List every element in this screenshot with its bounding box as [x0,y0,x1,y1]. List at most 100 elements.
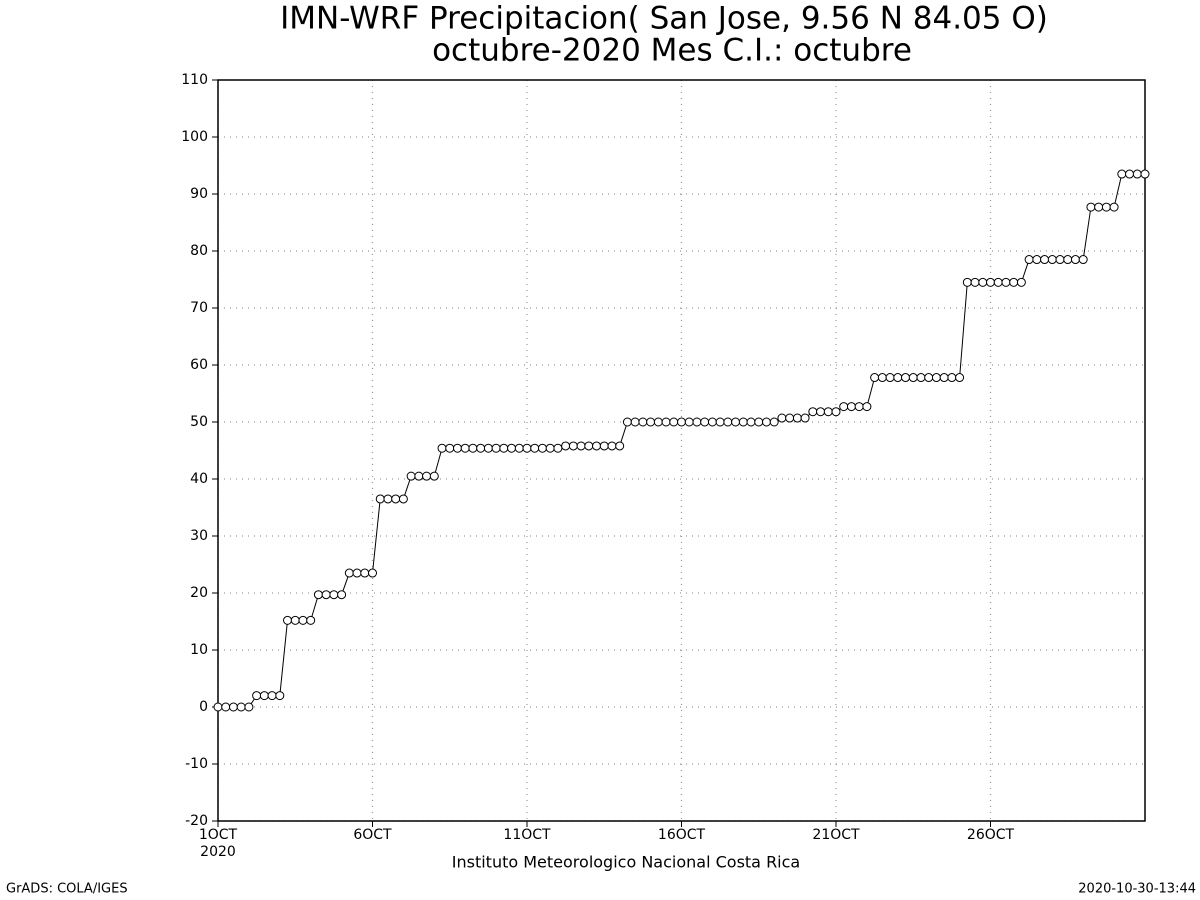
y-tick-label: 80 [190,243,208,259]
marker [715,417,725,427]
marker [924,373,934,383]
marker [777,413,787,423]
footer-right: 2020-10-30-13:44 [1078,882,1196,897]
marker [236,702,246,712]
marker [568,441,578,451]
marker [607,441,617,451]
marker [731,417,741,427]
marker [808,407,818,417]
marker [754,417,764,427]
marker [1125,169,1135,179]
marker [1032,255,1042,265]
marker [646,417,656,427]
marker [406,471,416,481]
marker [514,443,524,453]
marker [476,443,486,453]
marker [553,443,563,453]
marker [290,615,300,625]
marker [707,417,717,427]
marker [1009,277,1019,287]
marker [978,277,988,287]
marker [283,615,293,625]
marker [677,417,686,427]
marker [275,691,285,701]
marker [1063,255,1073,265]
marker [507,443,517,453]
marker [530,443,540,453]
marker [414,471,424,481]
marker [352,568,362,578]
marker [337,590,347,600]
footer-left: GrADS: COLA/IGES [6,882,128,897]
marker [962,277,972,287]
marker [1001,277,1011,287]
marker [344,568,354,578]
marker [545,443,555,453]
marker [653,417,663,427]
marker [916,373,926,383]
x-tick-label: 16OCT [658,827,706,843]
marker [259,691,269,701]
plot-frame [217,79,1146,822]
marker [931,373,941,383]
y-tick-label: 100 [181,129,208,145]
chart-title: IMN-WRF Precipitacion( San Jose, 9.56 N … [280,1,1048,37]
marker [452,443,462,453]
marker [244,702,254,712]
marker [422,471,432,481]
marker [491,443,501,453]
marker [298,615,308,625]
x-tick-label: 21OCT [812,827,860,843]
y-tick-label: 40 [190,471,208,487]
marker [1078,255,1088,265]
marker [313,590,323,600]
marker [1109,202,1119,212]
marker [870,373,880,383]
marker [561,441,571,451]
chart-subtitle: octubre-2020 Mes C.I.: octubre [432,33,912,69]
marker [1094,202,1104,212]
marker [816,407,826,417]
marker [700,417,710,427]
marker [831,407,841,417]
marker [986,277,995,287]
marker [885,373,895,383]
marker [267,691,277,701]
marker [522,443,532,453]
y-tick-label: 30 [190,528,208,544]
marker [468,443,478,453]
marker [846,402,856,412]
marker [429,471,439,481]
marker [383,494,393,504]
marker [445,443,455,453]
marker [901,373,911,383]
marker [939,373,949,383]
marker [622,417,632,427]
x-tick-label: 11OCT [503,827,551,843]
y-tick-label: 60 [190,357,208,373]
marker [684,417,694,427]
marker [1055,255,1065,265]
marker [1016,277,1026,287]
marker [368,568,377,578]
marker [1086,202,1096,212]
marker [1140,169,1150,179]
marker [321,590,331,600]
marker [669,417,679,427]
x-tick-label: 6OCT [353,827,392,843]
y-tick-label: -20 [185,813,208,829]
y-tick-label: 10 [190,642,208,658]
y-tick-label: 50 [190,414,208,430]
marker [877,373,887,383]
marker [1101,202,1111,212]
marker [839,402,849,412]
marker [769,417,779,427]
marker [823,407,833,417]
marker [738,417,748,427]
marker [221,702,231,712]
marker [630,417,640,427]
marker [584,441,594,451]
marker [306,615,316,625]
marker [329,590,339,600]
